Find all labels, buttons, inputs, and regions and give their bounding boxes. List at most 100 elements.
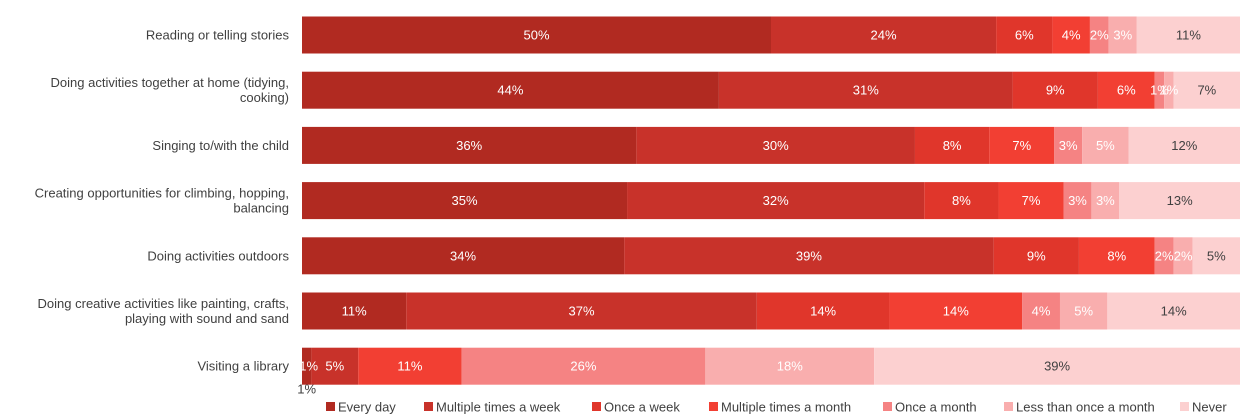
- data-label: 2%: [1090, 28, 1109, 43]
- bar-segment: [1091, 182, 1120, 220]
- data-label: 31%: [853, 83, 879, 98]
- bar-segment: [924, 182, 999, 220]
- data-labels: 50% 24% 6% 4% 2% 3% 11%44% 31% 9% 6% 1%1% 7%36% 30% 8…: [297, 28, 1226, 397]
- legend-label: Once a week: [604, 400, 680, 415]
- bar-segment: [636, 126, 915, 164]
- bar-segment: [406, 292, 757, 330]
- data-label: 32%: [763, 193, 789, 208]
- data-label: 12%: [1171, 138, 1197, 153]
- bar-segment: [1136, 16, 1240, 54]
- data-label: 1%: [1150, 83, 1169, 98]
- bar-segment: [1154, 71, 1165, 109]
- data-label: 8%: [943, 138, 962, 153]
- bar-segment: [627, 182, 925, 220]
- bar-segment: [1164, 71, 1174, 109]
- category-label: Singing to/with the child: [152, 138, 289, 153]
- bar-segment: [302, 237, 625, 275]
- data-label: 14%: [810, 304, 836, 319]
- data-label: 5%: [325, 359, 344, 374]
- data-label: 1%: [299, 359, 318, 374]
- bar-segment: [756, 292, 890, 330]
- bar-segment: [989, 126, 1055, 164]
- bar-segment: [1022, 292, 1060, 330]
- bar-segment: [302, 292, 407, 330]
- bar-segment: [1097, 71, 1155, 109]
- bar-segment: [1192, 237, 1240, 275]
- bar-segment: [1063, 182, 1092, 220]
- category-labels: Reading or telling stories Doing activiti…: [35, 28, 290, 374]
- bar-segment: [1012, 71, 1098, 109]
- legend-label: Never: [1192, 400, 1227, 415]
- bar-segment: [1089, 16, 1109, 54]
- data-label: 3%: [1113, 28, 1132, 43]
- data-label: 39%: [796, 248, 822, 263]
- data-label: 14%: [943, 304, 969, 319]
- category-label: Creating opportunities for climbing, hop…: [35, 186, 289, 216]
- category-label: Doing activities outdoors: [147, 248, 289, 263]
- category-label: Doing activities together at home (tidyi…: [51, 75, 289, 105]
- data-label: 7%: [1022, 193, 1041, 208]
- category-label: Visiting a library: [197, 359, 289, 374]
- legend-swatch: [1004, 402, 1013, 411]
- bar-segment: [624, 237, 994, 275]
- data-label: 18%: [777, 359, 803, 374]
- bar-segment: [1154, 237, 1174, 275]
- data-label: 8%: [952, 193, 971, 208]
- data-label: 11%: [342, 304, 367, 319]
- bar-segment: [461, 347, 706, 385]
- bar-segment: [998, 182, 1064, 220]
- data-label: 30%: [763, 138, 789, 153]
- bar-segments: [302, 16, 1240, 385]
- legend-swatch: [326, 402, 335, 411]
- data-label: 5%: [1074, 304, 1093, 319]
- data-label: 14%: [1161, 304, 1187, 319]
- data-label: 1%: [297, 382, 316, 397]
- bar-segment: [1059, 292, 1108, 330]
- data-label: 34%: [450, 248, 476, 263]
- data-label: 11%: [1176, 28, 1201, 43]
- data-label: 37%: [568, 304, 594, 319]
- data-label: 39%: [1044, 359, 1070, 374]
- data-label: 4%: [1062, 28, 1081, 43]
- bar-segment: [718, 71, 1013, 109]
- data-label: 36%: [456, 138, 482, 153]
- legend-swatch: [1180, 402, 1189, 411]
- bar-segment: [1078, 237, 1155, 275]
- data-label: 2%: [1174, 248, 1193, 263]
- bar-segment: [302, 71, 719, 109]
- bar-segment: [993, 237, 1079, 275]
- data-label: 4%: [1032, 304, 1051, 319]
- bar-segment: [1173, 237, 1193, 275]
- legend-label: Once a month: [895, 400, 977, 415]
- bar-segment: [996, 16, 1053, 54]
- bar-segment: [1107, 292, 1240, 330]
- bar-segment: [889, 292, 1023, 330]
- data-label: 9%: [1027, 248, 1046, 263]
- data-label: 26%: [570, 359, 596, 374]
- data-label: 3%: [1096, 193, 1115, 208]
- data-label: 50%: [523, 28, 549, 43]
- data-label: 11%: [397, 359, 422, 374]
- data-label: 2%: [1155, 248, 1174, 263]
- bar-segment: [302, 16, 771, 54]
- bar-segment: [311, 347, 359, 385]
- bar-segment: [1052, 16, 1090, 54]
- bar-segment: [1119, 182, 1240, 220]
- legend-label: Less than once a month: [1016, 400, 1155, 415]
- legend-swatch: [883, 402, 892, 411]
- bar-segment: [1054, 126, 1083, 164]
- bar-segment: [771, 16, 997, 54]
- data-label: 24%: [871, 28, 897, 43]
- bar-segment: [705, 347, 875, 385]
- legend-swatch: [592, 402, 601, 411]
- data-label: 35%: [452, 193, 478, 208]
- data-label: 6%: [1015, 28, 1034, 43]
- bar-segment: [302, 347, 312, 385]
- bar-segment: [358, 347, 462, 385]
- legend-swatch: [424, 402, 433, 411]
- data-label: 13%: [1167, 193, 1193, 208]
- legend-label: Multiple times a week: [436, 400, 561, 415]
- legend-label: Multiple times a month: [721, 400, 851, 415]
- bar-segment: [1108, 16, 1137, 54]
